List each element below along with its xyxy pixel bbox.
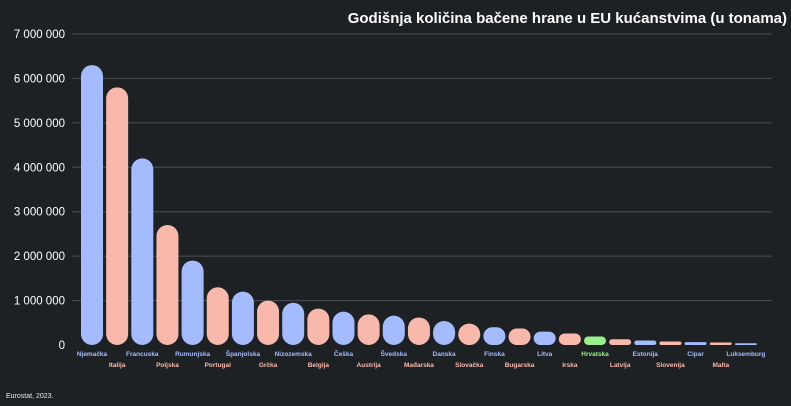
source-note: Eurostat, 2023. (6, 393, 54, 400)
bar (106, 87, 129, 346)
y-tick-label: 1 000 000 (14, 296, 65, 308)
y-axis-ticks: 0 1 000 000 2 000 000 3 000 000 4 000 000 5 0… (14, 29, 65, 352)
bar (357, 314, 380, 345)
chart-title: Godišnja količina bačene hrane u EU kuća… (347, 10, 787, 27)
bar (131, 158, 154, 345)
x-tick-label: Slovačka (455, 362, 484, 369)
x-tick-label: Malta (712, 362, 729, 369)
x-tick-label: Švedska (381, 349, 408, 358)
y-tick-label: 3 000 000 (14, 207, 65, 219)
x-tick-label: Finska (484, 351, 505, 358)
y-tick-label: 2 000 000 (14, 251, 65, 263)
x-tick-label: Francuska (126, 351, 159, 358)
y-tick-label: 5 000 000 (14, 118, 65, 130)
bar (181, 260, 204, 345)
x-tick-label: Latvija (610, 362, 631, 369)
bar (382, 315, 405, 345)
x-tick-label: Slovenija (656, 362, 685, 369)
x-tick-label: Mađarska (404, 362, 434, 369)
bar (483, 327, 506, 345)
x-tick-label: Cipar (687, 351, 704, 358)
x-tick-label: Litva (537, 351, 553, 358)
bar (709, 342, 732, 345)
bar (734, 343, 757, 345)
x-tick-label: Španjolska (226, 349, 261, 358)
bar (307, 308, 330, 345)
x-tick-label: Portugal (205, 362, 232, 369)
bar (584, 336, 606, 345)
x-tick-label: Danska (433, 351, 457, 358)
grid-lines (72, 33, 772, 302)
x-tick-label: Italija (109, 362, 126, 369)
bar (206, 287, 229, 345)
x-tick-label: Austrija (357, 362, 382, 369)
x-tick-label: Rumunjska (175, 351, 210, 358)
bar (659, 341, 682, 345)
y-tick-label: 4 000 000 (14, 162, 65, 174)
x-tick-label: Grčka (259, 362, 278, 369)
bar (332, 311, 355, 345)
y-tick-label: 0 (59, 340, 65, 352)
bar (634, 340, 657, 345)
x-tick-label: Belgija (308, 362, 330, 369)
bar (684, 342, 707, 345)
x-tick-label: Nizozemska (275, 351, 313, 358)
bar (609, 339, 632, 345)
bar (81, 65, 103, 345)
x-tick-label: Njemačka (77, 351, 108, 358)
x-tick-label: Luksemburg (726, 351, 765, 358)
bar (458, 323, 481, 345)
x-tick-label: Irska (562, 362, 578, 369)
bar (156, 225, 179, 345)
bar (282, 302, 305, 345)
x-tick-label: Estonija (633, 351, 659, 358)
bars (81, 65, 757, 346)
bar (407, 317, 430, 345)
bar (231, 291, 254, 345)
y-tick-label: 7 000 000 (14, 29, 65, 41)
y-tick-label: 6 000 000 (14, 73, 65, 85)
bar (433, 321, 456, 345)
x-tick-label: Bugarska (505, 362, 535, 369)
bar (257, 300, 280, 345)
bar (558, 333, 581, 345)
x-tick-label: Poljska (156, 362, 179, 369)
bar (533, 331, 556, 345)
x-tick-label: Hrvatska (581, 351, 609, 358)
bar (508, 328, 531, 345)
x-tick-label: Češka (334, 349, 354, 358)
